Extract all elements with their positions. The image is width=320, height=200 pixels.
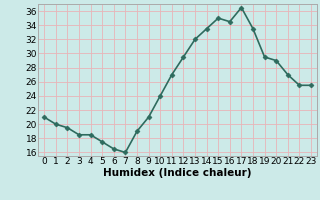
X-axis label: Humidex (Indice chaleur): Humidex (Indice chaleur)	[103, 168, 252, 178]
